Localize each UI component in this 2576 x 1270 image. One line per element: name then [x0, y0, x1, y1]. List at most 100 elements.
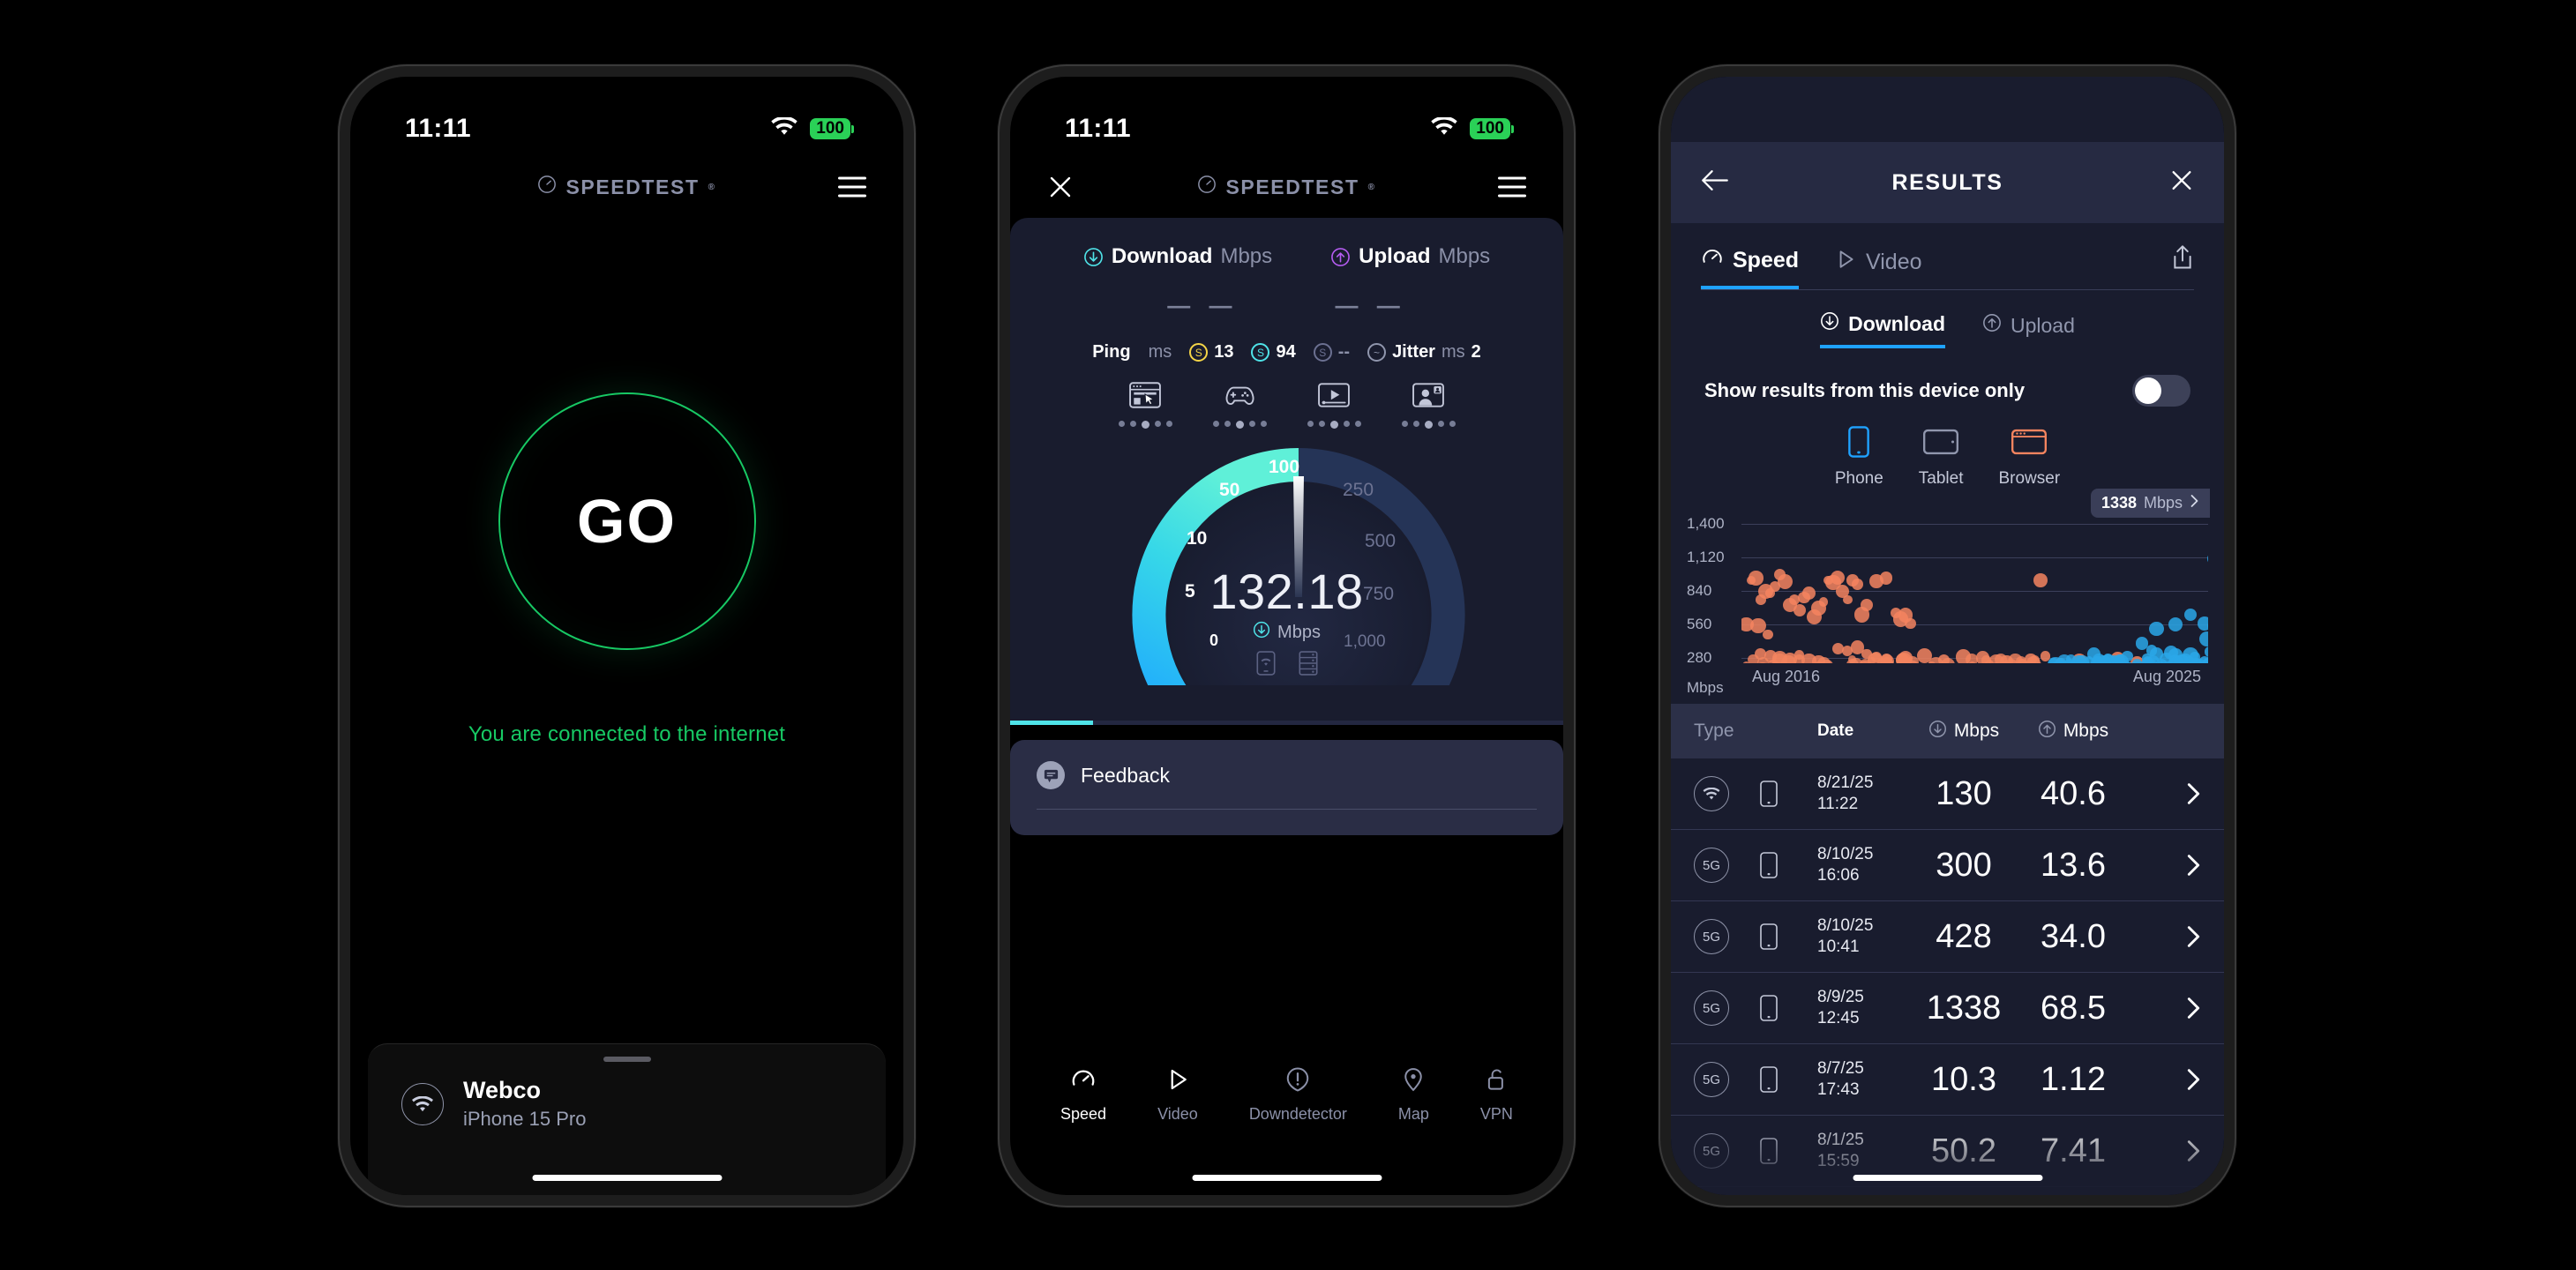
device-type-tablet[interactable]: Tablet	[1919, 426, 1964, 489]
phone2-screen: 11:11 100 SPEEDTEST ®	[1010, 77, 1563, 1195]
col-header-download[interactable]: Mbps	[1909, 720, 2018, 743]
scatter-point	[1968, 661, 1976, 663]
bottom-tab-bar: Speed Video Downdetector Map	[1010, 1066, 1563, 1147]
filter-tab-upload[interactable]: Upload	[1982, 311, 2075, 348]
connection-status-text: You are connected to the internet	[468, 722, 785, 747]
table-row[interactable]: 5G 8/7/25 17:43 10.3 1.12	[1671, 1044, 2224, 1116]
table-row[interactable]: 5G 8/9/25 12:45 1338 68.5	[1671, 973, 2224, 1044]
tab-label: Downdetector	[1249, 1105, 1347, 1124]
rating-dots	[1402, 421, 1456, 429]
tab-speed[interactable]: Speed	[1701, 246, 1799, 289]
battery-nub	[1511, 125, 1514, 133]
activity-video[interactable]	[1307, 382, 1361, 429]
status-bar: 11:11 100	[350, 77, 903, 156]
feedback-card[interactable]: Feedback	[1010, 740, 1563, 835]
table-row[interactable]: 5G 8/10/25 16:06 300 13.6	[1671, 830, 2224, 901]
video-play-icon	[1834, 248, 1857, 277]
hamburger-menu-icon[interactable]	[1498, 177, 1526, 198]
gauge-tick-50: 50	[1219, 480, 1239, 501]
table-row[interactable]: 5G 8/10/25 10:41 428 34.0	[1671, 901, 2224, 973]
tab-label: Speed	[1060, 1105, 1106, 1124]
connection-card[interactable]: Webco iPhone 15 Pro	[368, 1043, 886, 1195]
chevron-right-icon[interactable]	[2128, 854, 2201, 877]
network-type-badge: 5G	[1694, 1062, 1729, 1097]
tab-video[interactable]: Video	[1834, 248, 1922, 288]
row-download: 130	[1909, 775, 2018, 813]
upload-arrow-icon	[2038, 720, 2056, 743]
test-card: Download Mbps Upload Mbps — — — — Ping m…	[1010, 218, 1563, 725]
close-icon[interactable]	[2169, 168, 2194, 198]
jitter-reading: ~ Jitter ms 2	[1367, 342, 1481, 362]
gauge-unit-row: Mbps	[1010, 621, 1563, 644]
scatter-point	[1880, 572, 1892, 584]
download-upload-labels: Download Mbps Upload Mbps	[1010, 218, 1563, 269]
chevron-right-icon[interactable]	[2128, 997, 2201, 1020]
tablet-icon	[1923, 426, 1958, 463]
row-date: 8/10/25 10:41	[1817, 915, 1909, 958]
close-icon[interactable]	[1047, 174, 1074, 200]
scatter-point	[1793, 604, 1806, 616]
activity-browse[interactable]	[1119, 382, 1172, 429]
share-icon[interactable]	[2171, 244, 2194, 275]
download-unit: Mbps	[1220, 244, 1272, 269]
chevron-right-icon[interactable]	[2128, 1068, 2201, 1091]
downdetector-icon	[1284, 1066, 1311, 1097]
tab-speed[interactable]: Speed	[1060, 1066, 1106, 1124]
scatter-point	[2207, 552, 2208, 566]
back-arrow-icon[interactable]	[1701, 169, 1729, 197]
tab-label: Map	[1398, 1105, 1429, 1124]
device-filter-toggle[interactable]	[2132, 375, 2190, 407]
chevron-right-icon	[2190, 494, 2199, 512]
ping-reading-2: S 94	[1251, 342, 1295, 362]
drag-handle[interactable]	[603, 1057, 651, 1062]
tab-label: Video	[1157, 1105, 1198, 1124]
scatter-point	[1756, 594, 1766, 605]
row-upload: 34.0	[2018, 918, 2128, 956]
scatter-plot-area	[1741, 504, 2208, 663]
go-button[interactable]: GO	[498, 392, 756, 650]
table-row[interactable]: 8/21/25 11:22 130 40.6	[1671, 758, 2224, 830]
col-header-type[interactable]: Type	[1694, 721, 1759, 742]
max-speed-badge[interactable]: 1338 Mbps	[2091, 489, 2210, 518]
scatter-point	[1819, 597, 1829, 607]
ping-reading-3: S --	[1314, 342, 1350, 362]
status-time: 11:11	[405, 114, 471, 144]
speedtest-logo: SPEEDTEST ®	[1197, 175, 1375, 199]
download-label: Download	[1112, 244, 1213, 269]
go-section: GO You are connected to the internet	[350, 77, 903, 1195]
phone-wifi-icon	[1256, 651, 1276, 680]
brand-tm: ®	[1368, 183, 1376, 192]
ping-value-1: 13	[1214, 342, 1233, 362]
tab-map[interactable]: Map	[1398, 1066, 1429, 1124]
col-header-date[interactable]: Date	[1817, 721, 1909, 742]
activity-video-call[interactable]	[1402, 382, 1456, 429]
tab-vpn[interactable]: VPN	[1480, 1066, 1513, 1124]
activity-gaming[interactable]	[1213, 382, 1267, 429]
wifi-icon	[1431, 117, 1457, 141]
row-download: 1338	[1909, 990, 2018, 1027]
scatter-point	[2114, 654, 2125, 663]
tab-downdetector[interactable]: Downdetector	[1249, 1066, 1347, 1124]
scatter-point	[2124, 662, 2134, 663]
device-type-phone[interactable]: Phone	[1835, 426, 1883, 489]
filter-tab-download[interactable]: Download	[1820, 311, 1945, 348]
rating-dots	[1213, 421, 1267, 429]
y-tick-1120: 1,120	[1687, 549, 1725, 566]
chevron-right-icon[interactable]	[2128, 925, 2201, 948]
chevron-right-icon[interactable]	[2128, 782, 2201, 805]
download-value: — —	[1167, 292, 1238, 319]
tab-video[interactable]: Video	[1157, 1066, 1198, 1124]
gauge-value: 132.18	[1010, 563, 1563, 620]
hamburger-menu-icon[interactable]	[838, 177, 866, 198]
metric-values: — — — —	[1010, 292, 1563, 319]
activity-ratings	[1010, 382, 1563, 429]
row-type: 5G	[1694, 1062, 1759, 1097]
download-arrow-icon	[1253, 621, 1270, 644]
latency-icon: S	[1189, 343, 1208, 362]
page-title: RESULTS	[1891, 170, 2003, 196]
row-download: 428	[1909, 918, 2018, 956]
row-type: 5G	[1694, 848, 1759, 883]
server-rack-icon	[1299, 651, 1318, 680]
device-type-browser[interactable]: Browser	[1998, 426, 2060, 489]
col-header-upload[interactable]: Mbps	[2018, 720, 2128, 743]
